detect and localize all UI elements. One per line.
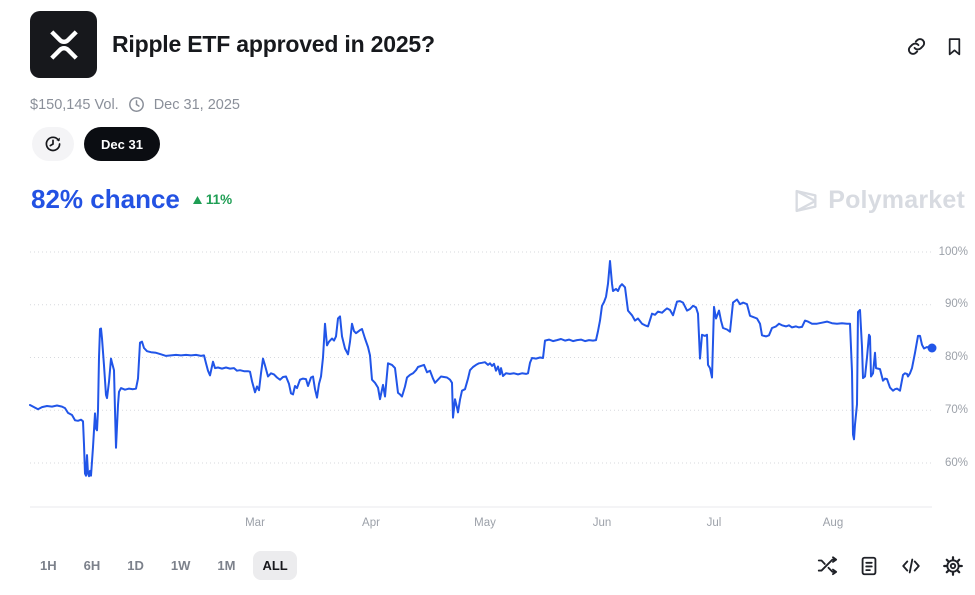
date-pill-dec31[interactable]: Dec 31: [84, 127, 160, 161]
bookmark-icon[interactable]: [941, 33, 967, 59]
page-title: Ripple ETF approved in 2025?: [112, 31, 435, 57]
x-tick-label: Mar: [245, 517, 265, 529]
shuffle-icon[interactable]: [814, 553, 840, 579]
x-tick-label: Aug: [822, 517, 844, 529]
polymarket-wordmark: Polymarket: [828, 186, 965, 214]
y-tick-label: 80%: [944, 351, 968, 363]
xrp-logo: [30, 11, 97, 78]
chance-row: 82% chance 11%: [31, 184, 232, 215]
triangle-up-icon: [192, 195, 202, 204]
market-meta: $150,145 Vol. Dec 31, 2025: [30, 96, 240, 113]
polymarket-logo-icon: [795, 189, 817, 212]
xrp-icon: [49, 29, 78, 60]
x-tick-label: Apr: [362, 517, 380, 529]
price-line: [29, 260, 933, 478]
history-clock-icon: [45, 136, 61, 152]
timeframe-1d[interactable]: 1D: [118, 551, 153, 580]
timeframe-6h[interactable]: 6H: [75, 551, 110, 580]
date-controls: Dec 31: [32, 127, 160, 161]
x-tick-label: Jun: [592, 517, 612, 529]
history-clock-button[interactable]: [32, 127, 74, 161]
clock-icon: [128, 97, 144, 112]
header-actions: [903, 33, 967, 59]
code-icon[interactable]: [898, 553, 924, 579]
settings-icon[interactable]: [940, 553, 966, 579]
y-tick-label: 100%: [938, 245, 968, 258]
y-tick-label: 90%: [944, 298, 968, 311]
bottom-actions: [814, 553, 966, 579]
last-price-dot: [927, 343, 937, 353]
chart-svg[interactable]: [0, 245, 975, 510]
end-date-text: Dec 31, 2025: [153, 96, 240, 113]
y-tick-label: 70%: [944, 403, 968, 416]
chance-delta-value: 11%: [205, 192, 233, 207]
x-tick-label: May: [474, 517, 496, 529]
document-icon[interactable]: [856, 553, 882, 579]
timeframe-1w[interactable]: 1W: [162, 551, 200, 580]
timeframe-all[interactable]: ALL: [253, 551, 297, 580]
chance-delta: 11%: [192, 192, 233, 207]
y-tick-label: 60%: [944, 456, 968, 469]
chart-section: 100% 90% 80% 70% 60% Mar Apr May Jun Jul Aug: [0, 245, 975, 545]
x-tick-label: Jul: [706, 517, 722, 529]
timeframe-1h[interactable]: 1H: [31, 551, 66, 580]
timeframe-1m[interactable]: 1M: [208, 551, 244, 580]
link-icon[interactable]: [903, 33, 929, 59]
volume-text: $150,145 Vol.: [30, 96, 119, 113]
chance-value: 82% chance: [31, 184, 180, 214]
polymarket-watermark: Polymarket: [792, 186, 965, 215]
timeframe-group: 1H 6H 1D 1W 1M ALL: [31, 551, 297, 580]
